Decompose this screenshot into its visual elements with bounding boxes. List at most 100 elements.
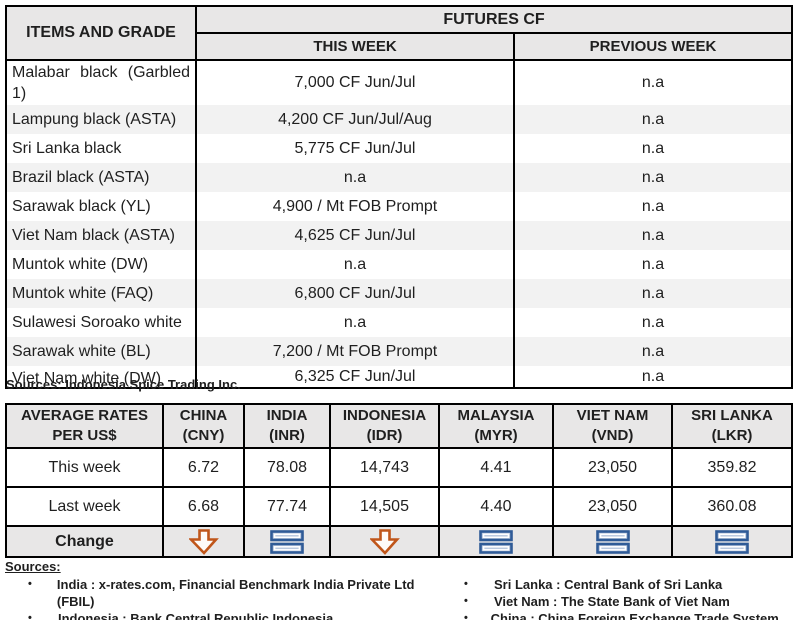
item-cell: Sulawesi Soroako white (7, 308, 197, 337)
change-cell (245, 527, 331, 556)
item-cell: Muntok white (FAQ) (7, 279, 197, 308)
sources-title: Sources: (5, 559, 61, 574)
source-item: • Sri Lanka : Central Bank of Sri Lanka (441, 576, 795, 593)
item-cell: Sarawak white (BL) (7, 337, 197, 366)
this-week-cell: 4,900 / Mt FOB Prompt (197, 192, 515, 221)
bullet-icon: • (28, 578, 32, 590)
bullet-icon: • (464, 595, 468, 607)
item-cell: Viet Nam white (DW) (7, 366, 197, 387)
item-cell: Sri Lanka black (7, 134, 197, 163)
rate-cell: 23,050 (554, 488, 673, 527)
this-week-cell: 7,200 / Mt FOB Prompt (197, 337, 515, 366)
item-cell: Muntok white (DW) (7, 250, 197, 279)
this-week-cell: 7,000 CF Jun/Jul (197, 61, 515, 105)
source-text: Viet Nam : The State Bank of Viet Nam (494, 594, 730, 609)
country-name: INDONESIA (342, 406, 427, 424)
source-text: Sri Lanka : Central Bank of Sri Lanka (494, 577, 723, 592)
sources-right-column: • Sri Lanka : Central Bank of Sri Lanka … (441, 576, 795, 620)
bullet-icon: • (28, 612, 32, 620)
down-arrow-icon (369, 528, 400, 555)
previous-week-cell: n.a (515, 279, 791, 308)
currency-code: (LKR) (711, 427, 753, 444)
previous-week-cell: n.a (641, 139, 665, 157)
country-name: VIET NAM (576, 406, 649, 424)
this-week-header: THIS WEEK (197, 34, 515, 61)
source-text: China : China Foreign Exchange Trade Sys… (490, 611, 779, 620)
item-cell: Viet Nam black (ASTA) (7, 221, 197, 250)
sources-left-column: • India : x-rates.com, Financial Benchma… (5, 576, 441, 620)
down-arrow-icon (188, 528, 219, 555)
futures-cf-header: FUTURES CF (197, 7, 791, 34)
source-item: • India : x-rates.com, Financial Benchma… (5, 576, 441, 610)
rate-cell: 78.08 (245, 449, 331, 488)
equal-icon (479, 529, 513, 554)
bullet-icon: • (464, 578, 468, 590)
rate-cell: 77.74 (245, 488, 331, 527)
currency-code: (INR) (269, 427, 305, 444)
sources-section: Sources: • India : x-rates.com, Financia… (5, 559, 795, 620)
this-week-cell: n.a (197, 308, 515, 337)
change-cell (554, 527, 673, 556)
this-week-cell: 6,800 CF Jun/Jul (197, 279, 515, 308)
last-week-row-label: Last week (7, 488, 164, 527)
items-and-grade-header: ITEMS AND GRADE (7, 7, 197, 61)
currency-header-indonesia: INDONESIA (IDR) (331, 405, 440, 449)
country-name: SRI LANKA (691, 406, 773, 424)
previous-week-cell: n.a (515, 337, 791, 366)
bullet-icon: • (464, 612, 468, 620)
currency-header-china: CHINA (CNY) (164, 405, 245, 449)
previous-week-cell: n.a (515, 221, 791, 250)
rate-cell: 14,505 (331, 488, 440, 527)
previous-week-cell: n.a (641, 367, 665, 385)
futures-source-note: Sources: Indonesia Spice Trading Inc. (6, 377, 241, 392)
this-week-cell: 4,200 CF Jun/Jul/Aug (197, 105, 515, 134)
previous-week-cell: n.a (515, 105, 791, 134)
currency-header-vietnam: VIET NAM (VND) (554, 405, 673, 449)
rate-cell: 23,050 (554, 449, 673, 488)
currency-header-srilanka: SRI LANKA (LKR) (673, 405, 791, 449)
change-row-label: Change (7, 527, 164, 556)
change-cell (164, 527, 245, 556)
currency-code: (MYR) (474, 427, 518, 444)
item-cell: Sarawak black (YL) (7, 192, 197, 221)
currency-code: (VND) (591, 427, 634, 444)
previous-week-cell: n.a (641, 197, 665, 215)
country-name: CHINA (179, 406, 228, 424)
this-week-cell: n.a (197, 250, 515, 279)
this-week-cell: n.a (197, 163, 515, 192)
futures-table: ITEMS AND GRADE FUTURES CF THIS WEEK PRE… (5, 5, 793, 389)
source-item: • Viet Nam : The State Bank of Viet Nam (441, 593, 795, 610)
currency-header-india: INDIA (INR) (245, 405, 331, 449)
rate-cell: 6.68 (164, 488, 245, 527)
country-name: INDIA (266, 406, 308, 424)
previous-week-cell: n.a (641, 74, 665, 91)
source-item: • Indonesia : Bank Central Republic Indo… (5, 610, 441, 620)
this-week-cell: 6,325 CF Jun/Jul (197, 366, 515, 387)
rate-cell: 6.72 (164, 449, 245, 488)
previous-week-cell: n.a (641, 313, 665, 331)
previous-week-cell: n.a (641, 255, 665, 273)
average-rates-header: AVERAGE RATES PER US$ (7, 405, 164, 449)
currency-code: (CNY) (182, 427, 225, 444)
change-cell (331, 527, 440, 556)
rate-cell: 359.82 (673, 449, 791, 488)
change-cell (440, 527, 554, 556)
equal-icon (270, 529, 304, 554)
this-week-row-label: This week (7, 449, 164, 488)
equal-icon (595, 529, 630, 554)
item-cell: Malabar black (Garbled 1) (7, 61, 197, 105)
rate-cell: 14,743 (331, 449, 440, 488)
equal-icon (715, 529, 749, 554)
item-cell: Lampung black (ASTA) (7, 105, 197, 134)
source-item: • China : China Foreign Exchange Trade S… (441, 610, 795, 620)
rate-cell: 4.40 (440, 488, 554, 527)
rate-cell: 360.08 (673, 488, 791, 527)
previous-week-header: PREVIOUS WEEK (515, 34, 791, 61)
source-text: India : x-rates.com, Financial Benchmark… (56, 577, 415, 609)
item-cell: Brazil black (ASTA) (7, 163, 197, 192)
this-week-cell: 4,625 CF Jun/Jul (197, 221, 515, 250)
previous-week-cell: n.a (515, 163, 791, 192)
currency-code: (IDR) (366, 427, 403, 444)
rate-cell: 4.41 (440, 449, 554, 488)
